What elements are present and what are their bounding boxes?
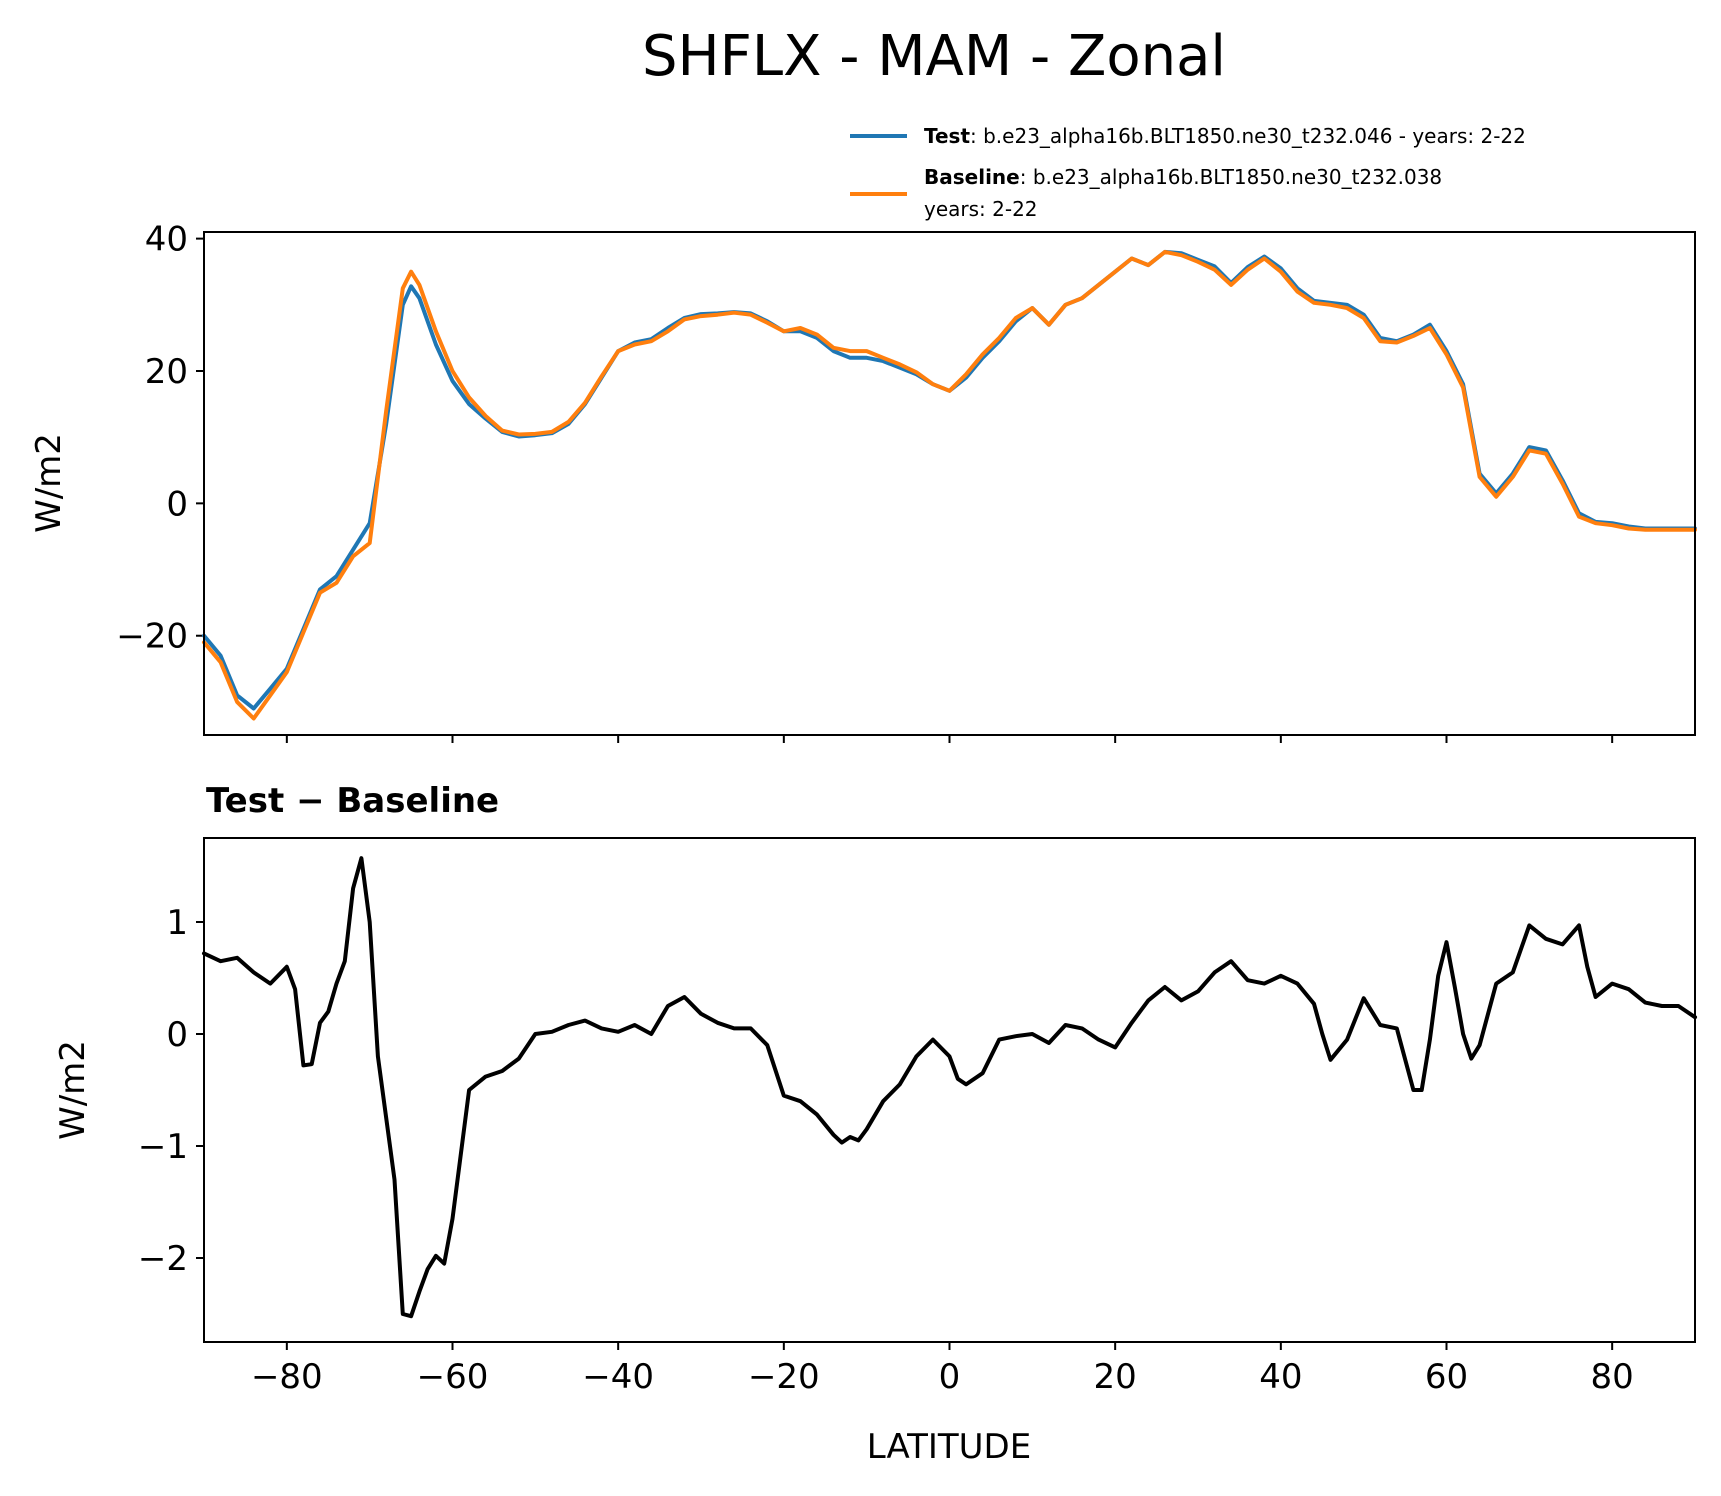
series-line-test <box>202 249 1697 711</box>
x-axis-label: LATITUDE <box>867 1427 1031 1467</box>
top-y-axis-label: W/m2 <box>29 433 69 533</box>
bottom-x-tick-label: 40 <box>1259 1357 1302 1397</box>
top-y-tick-label: 0 <box>166 484 188 524</box>
bottom-x-ticks: −80 −60 −40 −20 0 20 40 60 80 <box>251 1342 1634 1397</box>
bottom-x-tick-label: 0 <box>939 1357 961 1397</box>
bottom-x-tick-label: −60 <box>417 1357 489 1397</box>
bottom-series-line <box>202 856 1697 1319</box>
legend: Test: b.e23_alpha16b.BLT1850.ne30_t232.0… <box>850 124 1526 221</box>
difference-panel-title: Test − Baseline <box>206 781 499 821</box>
bottom-x-tick-label: 60 <box>1425 1357 1468 1397</box>
bottom-x-tick-label: −40 <box>582 1357 654 1397</box>
bottom-x-tick-label: −80 <box>251 1357 323 1397</box>
top-y-tick-label: 40 <box>145 220 188 260</box>
bottom-x-tick-label: −20 <box>748 1357 820 1397</box>
bottom-x-tick-label: 80 <box>1591 1357 1634 1397</box>
legend-entry-baseline: Baseline: b.e23_alpha16b.BLT1850.ne30_t2… <box>924 165 1442 189</box>
bottom-panel: Test − Baseline −2 −1 0 1 −80 −60 −40 −20 0 20 40… <box>53 781 1697 1467</box>
bottom-y-tick-label: 1 <box>166 903 188 943</box>
bottom-y-tick-label: −1 <box>138 1127 188 1167</box>
top-y-ticks: −20 0 20 40 <box>116 220 204 657</box>
top-series-lines <box>202 249 1697 721</box>
bottom-x-tick-label: 20 <box>1094 1357 1137 1397</box>
chart-title: SHFLX - MAM - Zonal <box>642 24 1226 89</box>
legend-entry-test: Test: b.e23_alpha16b.BLT1850.ne30_t232.0… <box>924 124 1526 148</box>
top-y-tick-label: 20 <box>145 352 188 392</box>
top-y-tick-label: −20 <box>116 617 188 657</box>
top-panel: −20 0 20 40 W/m2 <box>29 220 1697 743</box>
bottom-y-tick-label: −2 <box>138 1239 188 1279</box>
top-x-ticks <box>285 735 1614 743</box>
top-plot-frame <box>203 231 1696 736</box>
bottom-y-axis-label: W/m2 <box>53 1040 93 1140</box>
legend-entry-baseline-years: years: 2-22 <box>924 197 1038 221</box>
bottom-y-ticks: −2 −1 0 1 <box>138 903 204 1279</box>
series-line-test-baseline <box>202 856 1697 1319</box>
bottom-plot-frame <box>203 837 1696 1343</box>
bottom-y-tick-label: 0 <box>166 1015 188 1055</box>
series-line-baseline <box>202 249 1697 721</box>
